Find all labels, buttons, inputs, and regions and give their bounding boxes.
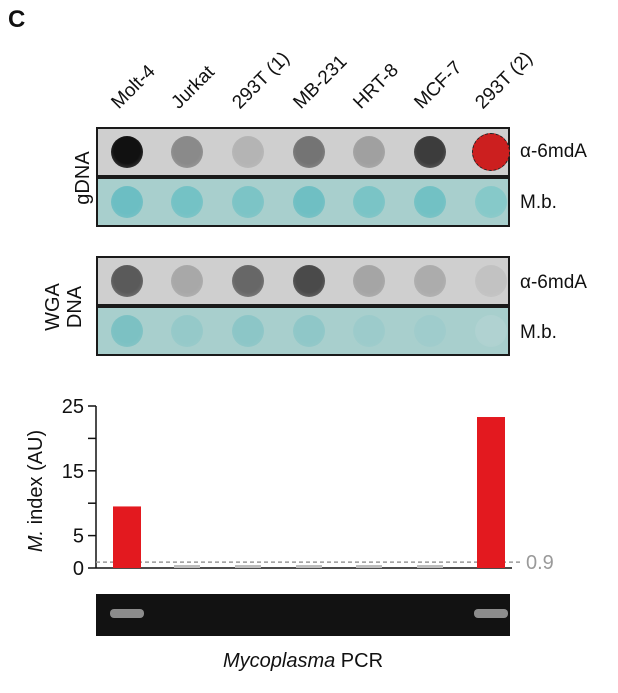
- wga-stain-dot: [171, 315, 203, 347]
- bar: [356, 565, 382, 568]
- bar: [113, 506, 141, 568]
- gdna-stain-dot: [111, 186, 143, 218]
- sample-label: HRT-8: [349, 59, 403, 114]
- y-axis-label: M. index (AU): [25, 430, 47, 552]
- y-tick-label: 25: [62, 396, 84, 418]
- wga-stain-blot: [96, 306, 510, 356]
- wga-label: WGA DNA: [42, 257, 86, 357]
- wga-label-line2: DNA: [64, 285, 86, 329]
- y-tick-label: 5: [73, 526, 84, 548]
- pcr-band: [110, 609, 144, 618]
- gdna-antibody-dot: [171, 136, 203, 168]
- wga-antibody-dot: [414, 265, 446, 297]
- gdna-antibody-dot: [293, 136, 325, 168]
- sample-label: 293T (2): [471, 47, 537, 114]
- bar: [296, 565, 322, 568]
- bar: [235, 565, 261, 568]
- wga-antibody-dot: [353, 265, 385, 297]
- wga-antibody-label: α-6mdA: [520, 272, 587, 293]
- gdna-antibody-dot: [472, 133, 510, 171]
- gdna-stain-dot: [232, 186, 264, 218]
- wga-stain-dot: [232, 315, 264, 347]
- bar: [477, 417, 505, 568]
- threshold-label: 0.9: [526, 552, 554, 574]
- wga-stain-dot: [414, 315, 446, 347]
- sample-label: MB-231: [289, 51, 352, 114]
- wga-antibody-blot: [96, 256, 510, 306]
- mycoplasma-index-chart: 0 5 15 25 0.9 M. index (AU): [25, 396, 554, 580]
- wga-stain-label: M.b.: [520, 322, 557, 343]
- panel-letter: C: [8, 6, 26, 33]
- wga-label-line1: WGA: [42, 283, 64, 331]
- wga-stain-dot: [111, 315, 143, 347]
- gdna-stain-dot: [353, 186, 385, 218]
- gdna-stain-dot: [293, 186, 325, 218]
- gdna-antibody-blot: [96, 127, 510, 177]
- gdna-label: gDNA: [72, 151, 94, 205]
- wga-antibody-dot: [232, 265, 264, 297]
- gdna-stain-dot: [475, 186, 507, 218]
- wga-stain-dot: [475, 315, 507, 347]
- gdna-antibody-label: α-6mdA: [520, 141, 587, 162]
- sample-label: Jurkat: [167, 61, 219, 114]
- gdna-antibody-dot: [414, 136, 446, 168]
- wga-antibody-dot: [171, 265, 203, 297]
- gel-caption: Mycoplasma PCR: [96, 650, 510, 673]
- gdna-stain-dot: [414, 186, 446, 218]
- sample-label: Molt-4: [107, 61, 160, 114]
- pcr-band: [474, 609, 508, 618]
- y-tick-label: 0: [73, 558, 84, 580]
- wga-antibody-dot: [111, 265, 143, 297]
- y-tick-label: 15: [62, 461, 84, 483]
- sample-label: 293T (1): [228, 47, 294, 114]
- gdna-antibody-dot: [111, 136, 143, 168]
- gdna-stain-label: M.b.: [520, 192, 557, 213]
- wga-antibody-dot: [475, 265, 507, 297]
- wga-stain-dot: [353, 315, 385, 347]
- gel-caption-rest: PCR: [335, 650, 384, 672]
- wga-stain-dot: [293, 315, 325, 347]
- y-axis-label-italic: M.: [25, 530, 47, 552]
- gdna-stain-dot: [171, 186, 203, 218]
- bar: [174, 565, 200, 568]
- gdna-antibody-dot: [353, 136, 385, 168]
- y-axis-label-rest: index (AU): [25, 430, 47, 530]
- bar: [417, 565, 443, 568]
- gel-caption-italic: Mycoplasma: [222, 650, 336, 672]
- gdna-antibody-dot: [232, 136, 264, 168]
- wga-antibody-dot: [293, 265, 325, 297]
- sample-label: MCF-7: [410, 57, 467, 114]
- pcr-gel: [96, 594, 510, 636]
- gdna-stain-blot: [96, 177, 510, 227]
